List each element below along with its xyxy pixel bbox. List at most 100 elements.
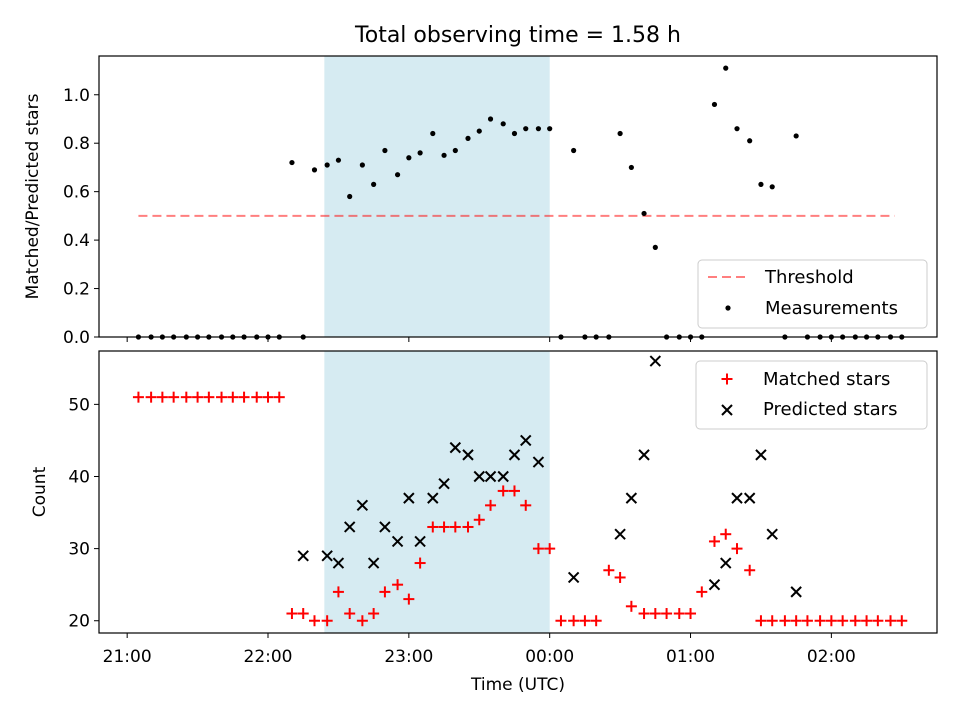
- bottom-xtick-label: 23:00: [384, 647, 433, 667]
- legend-measurements-swatch: [725, 305, 731, 311]
- measurement-point: [311, 167, 318, 173]
- x-axis-label: Time (UTC): [470, 675, 565, 695]
- predicted-star-marker: [403, 492, 415, 504]
- predicted-star-marker: [790, 586, 802, 598]
- matched-star-marker: [896, 615, 908, 627]
- measurement-point: [487, 116, 494, 122]
- top-highlight-span: [324, 56, 550, 337]
- measurement-point: [324, 162, 330, 168]
- predicted-star-marker: [379, 521, 391, 533]
- top-y-axis-label: Matched/Predicted stars: [23, 93, 43, 299]
- measurement-point: [523, 126, 529, 132]
- matched-star-marker: [885, 615, 897, 627]
- predicted-star-marker: [438, 477, 450, 490]
- bottom-axis-ticks: 20 30 40 50 21:00 22:00 23:00 00:00 01:00 02:00: [68, 395, 856, 667]
- predicted-star-marker: [766, 528, 778, 540]
- predicted-star-marker: [532, 456, 545, 468]
- top-axis-ticks: 0.0 0.2 0.4 0.6 0.8 1.0: [63, 86, 832, 348]
- measurement-point: [758, 181, 764, 187]
- measurement-point: [394, 172, 401, 178]
- predicted-star-marker: [649, 355, 662, 367]
- matched-star-marker: [625, 600, 637, 612]
- matched-star-marker: [262, 391, 274, 403]
- measurement-point: [723, 65, 729, 71]
- matched-stars-points: [132, 391, 908, 627]
- matched-star-marker: [731, 543, 743, 555]
- measurement-point: [793, 133, 799, 139]
- matched-star-marker: [849, 615, 861, 627]
- bottom-ytick-label: 30: [68, 540, 90, 560]
- predicted-star-marker: [755, 449, 767, 461]
- matched-star-marker: [544, 543, 556, 555]
- top-ytick-label: 0.6: [63, 183, 90, 203]
- matched-star-marker: [356, 615, 368, 627]
- matched-star-marker: [485, 499, 497, 511]
- measurement-point: [711, 101, 718, 108]
- bottom-ytick-label: 40: [68, 467, 90, 487]
- measurement-point: [335, 157, 342, 163]
- matched-star-marker: [180, 391, 192, 403]
- matched-star-marker: [449, 521, 461, 533]
- predicted-star-marker: [497, 470, 509, 483]
- matched-star-marker: [227, 391, 239, 403]
- matched-star-marker: [168, 391, 180, 403]
- predicted-star-marker: [427, 492, 439, 504]
- matched-star-marker: [673, 608, 685, 620]
- matched-star-marker: [286, 608, 298, 620]
- predicted-star-marker: [484, 470, 497, 483]
- legend-measurements-label: Measurements: [765, 298, 898, 319]
- matched-star-marker: [297, 608, 309, 620]
- matched-star-marker: [132, 391, 144, 403]
- matched-star-marker: [755, 615, 767, 627]
- predicted-star-marker: [449, 441, 462, 454]
- matched-star-marker: [344, 608, 356, 620]
- predicted-star-marker: [367, 557, 380, 569]
- top-axes-frame: [98, 55, 938, 338]
- measurement-point: [617, 130, 623, 137]
- top-ytick-label: 0.4: [63, 231, 90, 251]
- predicted-star-marker: [391, 535, 404, 548]
- matched-star-marker: [192, 391, 204, 403]
- matched-star-marker: [766, 615, 778, 627]
- matched-star-marker: [696, 586, 708, 598]
- predicted-star-marker: [473, 470, 485, 483]
- matched-star-marker: [403, 593, 415, 605]
- top-legend-box: [697, 259, 928, 329]
- measurement-point: [347, 193, 353, 200]
- top-ytick-label: 0.2: [63, 280, 90, 300]
- top-ytick-label: 1.0: [63, 86, 90, 106]
- predicted-star-marker: [414, 535, 426, 548]
- measurement-point: [652, 244, 658, 250]
- matched-star-marker: [614, 571, 626, 583]
- measurement-point: [359, 162, 365, 168]
- bottom-xtick-label: 21:00: [103, 647, 152, 667]
- measurement-point: [430, 130, 436, 137]
- matched-star-marker: [203, 391, 215, 403]
- matched-star-marker: [321, 615, 333, 627]
- predicted-star-marker: [297, 550, 309, 562]
- bottom-xtick-label: 02:00: [807, 647, 856, 667]
- top-legend: Threshold Measurements: [697, 259, 928, 329]
- measurement-point: [535, 126, 542, 132]
- matched-star-marker: [332, 586, 344, 598]
- matched-star-marker: [790, 615, 802, 627]
- matched-star-marker: [438, 521, 450, 533]
- legend-matched-swatch: [721, 373, 733, 385]
- matched-star-marker: [414, 557, 426, 569]
- matched-star-marker: [238, 391, 250, 403]
- matched-star-marker: [462, 521, 474, 533]
- predicted-star-marker: [731, 492, 743, 504]
- matched-star-marker: [590, 615, 602, 627]
- predicted-star-marker: [708, 578, 721, 591]
- bottom-ytick-label: 50: [68, 395, 90, 415]
- matched-star-marker: [720, 528, 732, 540]
- matched-star-marker: [308, 615, 320, 627]
- matched-star-marker: [579, 615, 591, 627]
- measurement-point: [476, 128, 482, 134]
- matched-star-marker: [649, 608, 661, 620]
- matched-star-marker: [555, 615, 567, 627]
- measurement-point: [571, 147, 577, 154]
- predicted-star-marker: [332, 557, 345, 569]
- predicted-star-marker: [567, 571, 580, 584]
